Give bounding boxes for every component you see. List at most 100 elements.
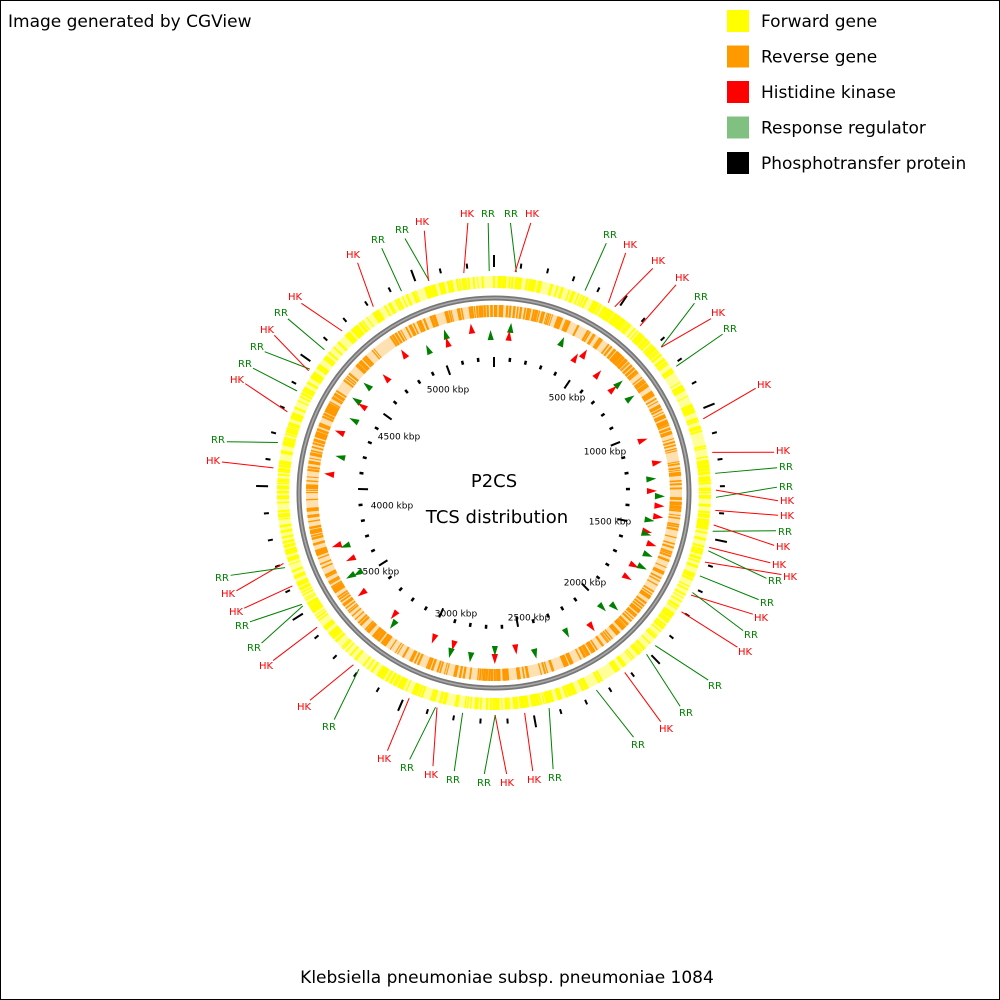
reverse-gene [518, 667, 521, 680]
forward-gene [342, 639, 352, 650]
reverse-gene [663, 540, 676, 545]
reverse-gene [343, 379, 354, 389]
forward-gene [417, 684, 424, 697]
reverse-gene [319, 422, 331, 429]
reverse-gene [666, 523, 680, 528]
reverse-gene [553, 316, 560, 328]
reverse-gene [541, 662, 547, 675]
reverse-gene [445, 663, 450, 676]
forward-gene [671, 385, 683, 393]
reverse-gene [432, 314, 439, 327]
leader-line [676, 333, 723, 367]
forward-gene [392, 674, 400, 686]
reverse-gene [366, 621, 375, 632]
forward-gene [477, 276, 479, 289]
forward-gene [591, 301, 600, 314]
reverse-gene [482, 668, 486, 681]
reverse-gene [639, 590, 651, 598]
outer-tick [650, 654, 661, 665]
forward-gene [663, 606, 675, 615]
scale-tick [563, 379, 571, 390]
forward-gene [374, 311, 383, 322]
leader-line [487, 222, 490, 272]
forward-gene [654, 619, 665, 629]
reverse-gene [530, 309, 535, 322]
reverse-gene [649, 575, 661, 583]
forward-gene [518, 696, 523, 709]
feature-marker [431, 633, 439, 644]
reverse-gene [654, 415, 667, 423]
reverse-gene [669, 509, 682, 513]
forward-gene [414, 683, 422, 696]
feature-marker [637, 438, 648, 445]
forward-gene [619, 321, 629, 332]
reverse-gene [332, 582, 344, 590]
forward-gene [633, 642, 643, 652]
reverse-gene [630, 602, 642, 612]
forward-gene [361, 320, 371, 331]
reverse-gene [668, 469, 681, 473]
forward-gene [467, 277, 471, 290]
reverse-gene [309, 527, 322, 533]
reverse-gene [483, 305, 487, 318]
feature-marker [352, 397, 363, 406]
forward-gene [697, 471, 711, 476]
reverse-gene [382, 634, 391, 646]
leader-line [692, 592, 744, 632]
scale-tick [445, 365, 452, 376]
forward-gene [447, 280, 451, 293]
center-title: P2CS [471, 471, 517, 492]
forward-gene [307, 597, 319, 606]
forward-gene [638, 338, 648, 348]
reverse-gene [329, 577, 341, 585]
reverse-gene [667, 521, 680, 526]
reverse-gene [667, 461, 680, 465]
forward-gene [429, 688, 436, 701]
forward-gene [661, 367, 673, 377]
reverse-gene [306, 508, 319, 512]
reverse-gene [536, 310, 541, 323]
scale-label: 3000 kbp [435, 610, 478, 620]
reverse-gene [572, 324, 580, 337]
forward-gene [688, 557, 701, 563]
feature-label: RR [238, 359, 252, 370]
outer-tick [596, 287, 601, 293]
feature-marker [363, 382, 374, 392]
reverse-gene [525, 308, 531, 321]
forward-gene [324, 620, 336, 631]
forward-gene [314, 608, 326, 617]
reverse-gene [321, 562, 333, 569]
forward-gene [682, 572, 695, 578]
forward-gene [290, 416, 303, 423]
forward-gene [322, 619, 335, 629]
reverse-gene [309, 525, 322, 530]
reverse-gene [669, 483, 682, 486]
outer-tick [265, 457, 271, 461]
reverse-gene [372, 626, 381, 637]
feature-label: RR [744, 630, 758, 641]
forward-gene [291, 412, 304, 419]
reverse-gene [615, 356, 625, 367]
forward-gene [278, 470, 291, 474]
scale-tick [387, 575, 393, 580]
leader-line [713, 524, 775, 546]
forward-gene [521, 695, 526, 709]
scale-tick [610, 440, 621, 447]
feature-marker [645, 540, 657, 547]
forward-gene [334, 632, 345, 642]
outer-tick [584, 699, 589, 705]
reverse-gene [660, 432, 673, 438]
forward-gene [405, 680, 412, 692]
scale-tick [560, 606, 565, 611]
forward-gene [387, 302, 397, 315]
reverse-gene [394, 332, 403, 344]
reverse-gene [450, 309, 455, 322]
forward-gene [618, 320, 627, 331]
reverse-gene [362, 357, 373, 368]
scale-tick [468, 622, 472, 628]
outer-tick [697, 589, 703, 594]
leader-line [243, 585, 293, 609]
reverse-gene [312, 442, 325, 448]
scale-tick [553, 371, 558, 377]
